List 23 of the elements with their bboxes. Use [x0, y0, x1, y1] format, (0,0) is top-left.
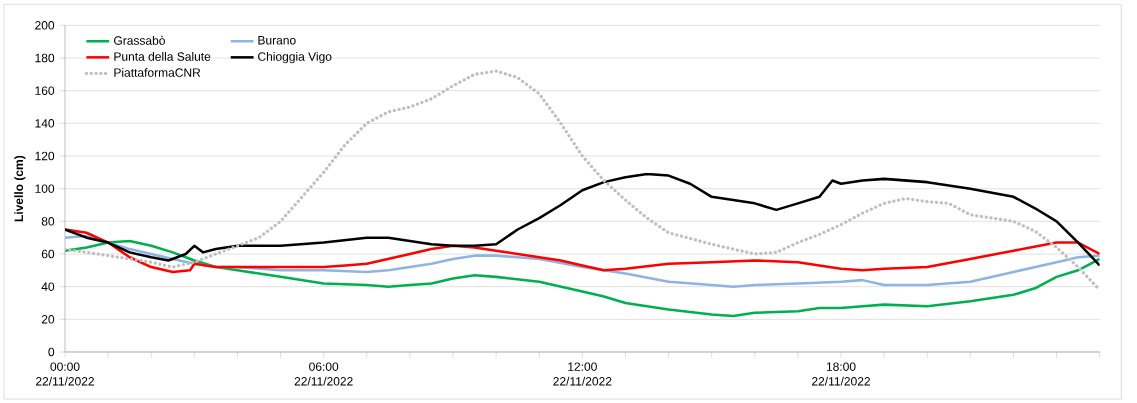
- y-tick-label: 20: [41, 315, 55, 324]
- line-series: [65, 239, 1100, 318]
- y-tick-label: 160: [35, 86, 55, 95]
- legend-label: Chioggia Vigo: [258, 52, 332, 64]
- y-tick-label: 180: [35, 53, 55, 63]
- y-tick-label: 200: [35, 21, 55, 30]
- x-tick-label: 00:00 22/11/2022: [36, 362, 94, 386]
- legend-label: PiattaformaCNR: [114, 68, 201, 77]
- legend-label: Punta della Salute: [114, 52, 211, 61]
- legend-label: Grassabò: [114, 35, 165, 45]
- y-tick-label: 120: [35, 151, 55, 161]
- legend-label: Burano: [258, 36, 296, 45]
- x-tick-label: 18:00 22/11/2022: [812, 362, 870, 386]
- y-tick-label: 40: [41, 282, 55, 291]
- x-tick-label: 06:00 22/11/2022: [294, 362, 353, 386]
- y-tick-label: 140: [35, 119, 55, 128]
- y-tick-label: 0: [48, 347, 55, 357]
- y-axis-title: Livello (cm): [14, 155, 26, 222]
- y-tick-label: 80: [41, 217, 55, 226]
- y-tick-label: 100: [35, 184, 55, 193]
- x-tick-label: 12:00 22/11/2022: [553, 362, 612, 386]
- y-tick-label: 60: [41, 249, 55, 259]
- line-series: [65, 172, 1100, 267]
